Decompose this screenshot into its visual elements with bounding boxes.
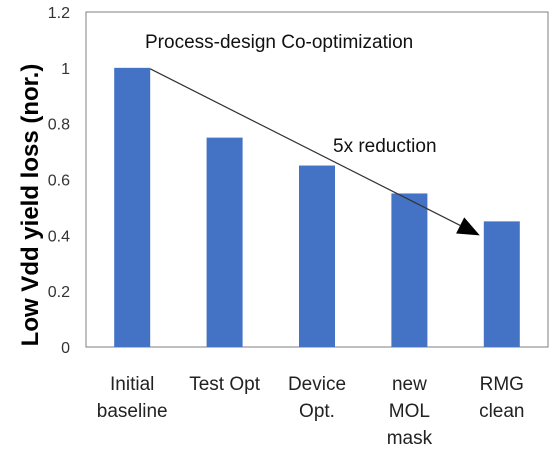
- y-tick-label: 0.2: [48, 284, 70, 301]
- y-tick-label: 0: [61, 340, 70, 357]
- bar: [114, 67, 151, 347]
- y-axis-ticks: 0 0.2 0.4 0.6 0.8 1 1.2: [48, 5, 70, 357]
- bar: [299, 165, 335, 347]
- y-tick-label: 1.2: [48, 5, 70, 22]
- bars: [114, 67, 520, 347]
- x-tick-label: Test Opt: [189, 374, 260, 395]
- annotation-arrow-line: [149, 68, 461, 226]
- x-tick-label: RMG clean: [479, 374, 524, 422]
- bar: [483, 221, 520, 347]
- x-tick-label: new MOL mask: [387, 374, 433, 449]
- x-tick-label: Initial baseline: [97, 374, 168, 422]
- y-tick-label: 0.6: [48, 173, 70, 190]
- annotation-arrowhead: [456, 217, 480, 236]
- y-axis-label: Low Vdd yield loss (nor.): [17, 64, 44, 347]
- chart-title: Process-design Co-optimization: [145, 32, 413, 53]
- y-tick-label: 0.4: [48, 228, 70, 245]
- y-tick-label: 0.8: [48, 117, 70, 134]
- y-tick-label: 1: [61, 61, 70, 78]
- reduction-annotation: 5x reduction: [149, 68, 480, 236]
- x-tick-label: Device Opt.: [288, 374, 346, 422]
- bar: [206, 137, 243, 347]
- bar: [391, 193, 428, 347]
- annotation-label: 5x reduction: [333, 136, 437, 157]
- x-axis-ticks: Initial baseline Test Opt Device Opt. new MOL m…: [97, 374, 525, 449]
